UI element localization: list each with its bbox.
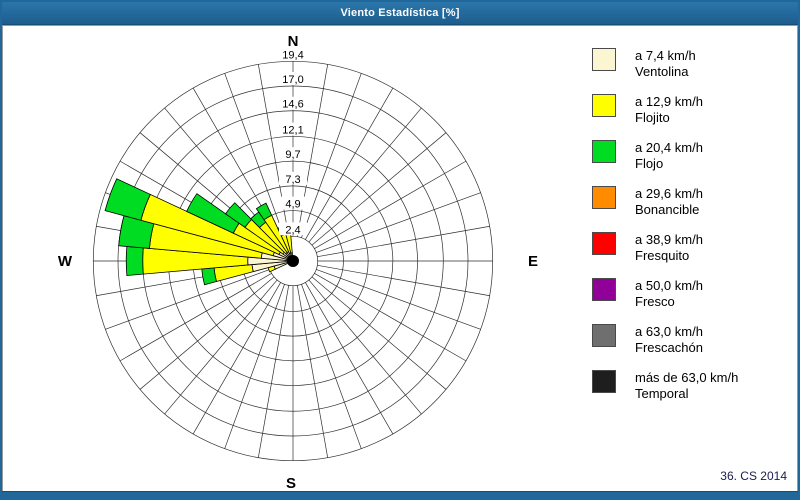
compass-label-n: N	[288, 33, 299, 50]
tick-label-bg	[279, 222, 307, 236]
radial-tick-label: 4,9	[285, 199, 300, 211]
grid-spoke	[104, 269, 270, 330]
legend-bin-name: Temporal	[635, 386, 689, 401]
radial-tick-label: 7,3	[285, 174, 300, 186]
grid-spoke	[314, 273, 467, 362]
tick-label-bg	[279, 196, 307, 210]
tick-label-bg	[279, 96, 307, 110]
tick-label-bg	[279, 47, 307, 61]
legend-bin-name: Frescachón	[635, 340, 703, 355]
legend-item: a 12,9 km/h Flojito	[592, 94, 703, 126]
grid-spoke	[305, 282, 394, 435]
legend-item: a 63,0 km/h Frescachón	[592, 324, 703, 356]
tick-label-bg	[279, 72, 307, 86]
grid-spoke	[224, 72, 285, 238]
grid-spoke	[316, 192, 482, 253]
legend-bin-name: Flojo	[635, 156, 664, 171]
legend-speed-label: a 38,9 km/h	[635, 232, 703, 247]
legend-speed-label: a 7,4 km/h	[635, 48, 696, 63]
legend-speed-label: más de 63,0 km/h	[635, 370, 739, 385]
window-bottom-border	[2, 491, 798, 498]
tick-label-bg	[279, 171, 307, 185]
legend-item: a 29,6 km/h Bonancible	[592, 186, 703, 218]
grid-spoke	[308, 107, 422, 243]
legend-speed-label: a 50,0 km/h	[635, 278, 703, 293]
grid-spoke	[224, 284, 285, 450]
wind-petal-band	[125, 246, 144, 276]
radial-tick-label: 17,0	[282, 74, 303, 86]
grid-spoke	[311, 132, 447, 246]
grid-spoke	[308, 279, 422, 415]
grid-spoke	[301, 284, 362, 450]
compass-label-e: E	[528, 253, 538, 270]
radial-tick-label: 12,1	[282, 124, 303, 136]
legend-speed-label: a 29,6 km/h	[635, 186, 703, 201]
grid-spoke	[257, 285, 290, 459]
legend-speed-label: a 63,0 km/h	[635, 324, 703, 339]
legend-item: a 38,9 km/h Fresquito	[592, 232, 703, 264]
grid-spoke	[314, 160, 467, 249]
window-title-bar[interactable]: Viento Estadística [%]	[2, 2, 798, 25]
legend-bin-name: Fresco	[635, 294, 675, 309]
wind-petal-band	[186, 193, 240, 234]
legend-item: a 20,4 km/h Flojo	[592, 140, 703, 172]
grid-spoke	[164, 279, 278, 415]
tick-label-bg	[279, 147, 307, 161]
legend-item: más de 63,0 km/h Temporal	[592, 370, 738, 402]
compass-label-s: S	[286, 475, 296, 491]
wind-petal-band	[201, 267, 217, 286]
legend-bin-name: Fresquito	[635, 248, 690, 263]
grid-spoke	[296, 285, 329, 459]
legend-speed-label: a 12,9 km/h	[635, 94, 703, 109]
chart-content-area: 2,4 4,9 7,3 9,7 12,1 14,6 17,0 19,4 N E S W a 7,4 k…	[2, 25, 798, 493]
grid-spoke	[139, 276, 275, 390]
wind-petal-band	[104, 178, 151, 221]
footer-credit: 36. CS 2014	[720, 469, 787, 483]
wind-rose-chart: 2,4 4,9 7,3 9,7 12,1 14,6 17,0 19,4N E S W	[58, 33, 538, 491]
grid-spoke	[317, 264, 491, 297]
radial-tick-label: 14,6	[282, 99, 303, 111]
window-title: Viento Estadística [%]	[340, 7, 460, 19]
grid-spoke	[119, 273, 272, 362]
legend-bin-name: Ventolina	[635, 64, 689, 79]
legend-speed-label: a 20,4 km/h	[635, 140, 703, 155]
radial-tick-label: 19,4	[282, 49, 303, 61]
rose-center-dot	[287, 255, 299, 267]
legend-bin-name: Bonancible	[635, 202, 700, 217]
wind-petal-band	[224, 202, 253, 228]
legend-item: a 50,0 km/h Fresco	[592, 278, 703, 310]
grid-spoke	[301, 72, 362, 238]
grid-spoke	[317, 225, 491, 258]
grid-spoke	[192, 282, 281, 435]
wind-petal-band	[255, 202, 273, 221]
grid-spoke	[316, 269, 482, 330]
radial-tick-label: 2,4	[285, 224, 300, 236]
legend-item: a 7,4 km/h Ventolina	[592, 48, 696, 80]
tick-label-bg	[279, 122, 307, 136]
compass-label-w: W	[58, 253, 73, 270]
radial-tick-label: 9,7	[285, 149, 300, 161]
grid-spoke	[311, 276, 447, 390]
legend-bin-name: Flojito	[635, 110, 670, 125]
grid-spoke	[305, 87, 394, 240]
